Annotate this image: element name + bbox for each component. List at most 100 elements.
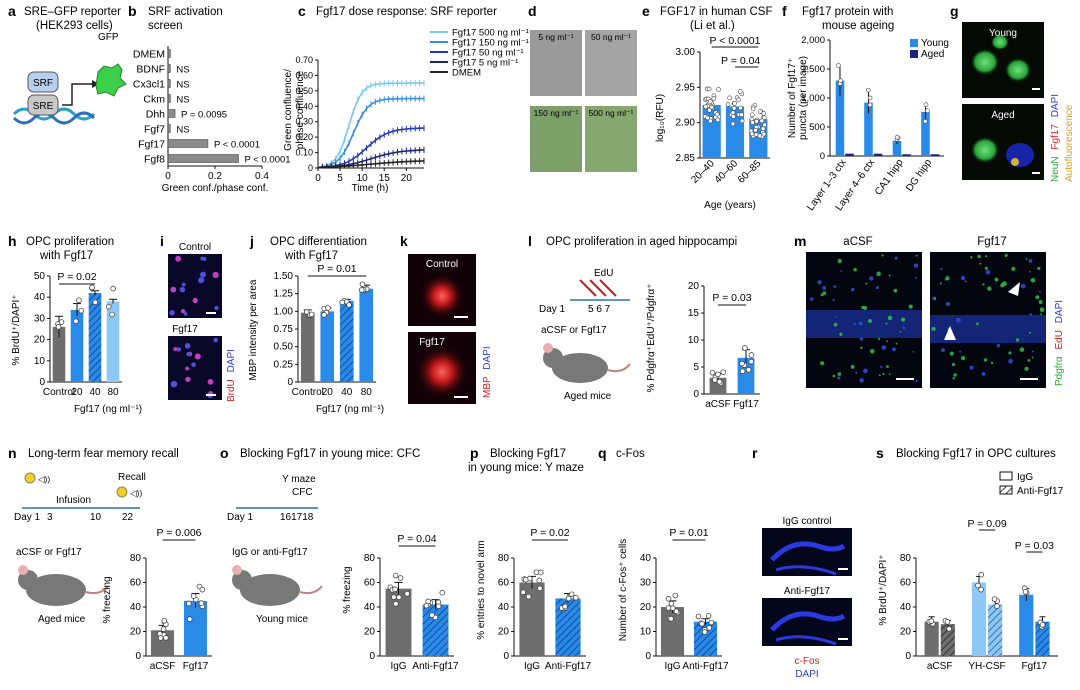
panel-f-ylabel-2: puncta (per image) xyxy=(798,56,809,140)
panel-e: e FGF17 in human CSF (Li et al.) log₁₀(R… xyxy=(642,3,772,211)
bar xyxy=(902,154,911,156)
data-point xyxy=(753,127,758,133)
cell-signal xyxy=(869,276,874,281)
data-point xyxy=(708,619,715,626)
image-d-label-4: 500 ng ml⁻¹ xyxy=(589,108,634,118)
bar xyxy=(167,94,171,103)
data-point xyxy=(392,572,399,579)
x-tick-label: aCSF xyxy=(150,661,176,672)
data-point xyxy=(55,324,62,330)
cell-signal xyxy=(1008,351,1012,355)
cell-signal xyxy=(877,337,881,340)
data-point xyxy=(190,593,197,599)
data-point xyxy=(392,586,398,593)
scale-bar xyxy=(1032,88,1040,90)
cell-signal xyxy=(888,274,891,277)
data-point xyxy=(665,605,672,611)
side-dapi-i: DAPI xyxy=(226,349,237,372)
y-tick-label: 0.20 xyxy=(295,132,313,142)
panel-h-title-2: with Fgf17 xyxy=(39,250,93,262)
bar xyxy=(52,326,66,382)
cell-signal xyxy=(894,256,898,260)
data-point xyxy=(748,352,755,358)
data-point xyxy=(761,111,767,116)
bar xyxy=(660,607,685,656)
panel-l-ylabel: % Pdgfrα⁺EdU⁺/Pdgfrα⁺ xyxy=(646,283,657,392)
cell-signal xyxy=(809,297,814,301)
cell-signal xyxy=(861,305,865,310)
cell-signal xyxy=(953,373,957,377)
cell-signal xyxy=(934,297,937,300)
data-point xyxy=(76,297,82,304)
syringe-icon xyxy=(589,279,607,297)
y-tick-label: 500 xyxy=(809,122,825,133)
x-tick-label: 10 xyxy=(357,173,369,184)
data-point xyxy=(715,117,721,123)
y-tick-label: 2.85 xyxy=(676,153,696,164)
side-auto: Autofluorescence xyxy=(1064,104,1075,182)
bar xyxy=(1019,594,1034,656)
image-i-control xyxy=(168,254,222,318)
p-value: P = 0.02 xyxy=(530,527,569,539)
sre-box xyxy=(27,94,59,116)
data-point xyxy=(393,600,399,607)
data-point xyxy=(978,586,984,593)
data-point xyxy=(186,600,192,607)
p-value: P = 0.03 xyxy=(712,292,751,304)
data-point xyxy=(720,369,727,375)
panel-g: g Young Aged NeuN Fgf17 DAPI Autofluores… xyxy=(950,3,1075,182)
y-tick-label: 40 xyxy=(498,602,510,613)
data-point xyxy=(665,595,672,602)
data-point xyxy=(761,115,767,121)
panel-n-letter: n xyxy=(8,445,17,461)
timeline-o-day1: Day 1 xyxy=(227,512,254,523)
timeline-n-d3: 3 xyxy=(47,512,53,523)
oligodendrocyte-cell xyxy=(416,346,468,398)
data-point xyxy=(727,95,732,101)
y-tick-label: 0 xyxy=(693,389,699,400)
cell-nucleus xyxy=(191,362,196,368)
nucleus-cell xyxy=(1006,143,1034,167)
data-point xyxy=(994,603,1000,609)
cell-signal xyxy=(899,331,902,333)
cell-nucleus xyxy=(181,282,186,287)
x-tick-label: Anti-Fgf17 xyxy=(545,661,592,672)
y-tick-label: 0 xyxy=(135,651,141,662)
data-point xyxy=(109,311,115,318)
data-point xyxy=(89,284,95,291)
data-point xyxy=(199,586,206,593)
cell-signal xyxy=(1002,281,1007,286)
panel-f-title-1: Fgf17 protein with xyxy=(802,6,893,18)
data-point xyxy=(732,101,737,106)
scale-bar xyxy=(1020,378,1038,380)
data-point xyxy=(836,63,841,68)
panel-s-ylabel: % BrdU⁺/DAPI⁺ xyxy=(878,554,889,625)
panel-i-letter: i xyxy=(160,233,164,249)
bar xyxy=(693,621,718,656)
legend-s-igg-swatch xyxy=(999,471,1013,481)
panel-n-ylabel: % freezing xyxy=(102,576,113,623)
data-point xyxy=(1039,622,1046,628)
scale-bar xyxy=(838,568,848,570)
panel-o-title: Blocking Fgf17 in young mice: CFC xyxy=(240,448,420,460)
legend-label: Fgf17 500 ng ml⁻¹ xyxy=(452,28,529,39)
x-tick-label: Control xyxy=(292,387,324,398)
cell-signal xyxy=(833,285,837,288)
y-tick-label: 0 xyxy=(287,377,293,388)
legend-label: Young xyxy=(921,38,949,49)
chart-o: 0 20 40 60 80 IgG Anti-Fgf17 P = 0.04 xyxy=(364,533,459,672)
data-point xyxy=(745,366,752,373)
panel-g-letter: g xyxy=(950,3,959,19)
y-tick-label: 50 xyxy=(34,271,46,282)
cell-signal xyxy=(1039,307,1045,312)
data-point xyxy=(160,626,167,632)
scale-bar xyxy=(206,312,216,314)
y-tick-label: 2,000 xyxy=(801,35,825,46)
bar xyxy=(167,64,171,73)
y-tick-label: 10 xyxy=(688,335,700,346)
data-point xyxy=(701,629,708,635)
data-point xyxy=(739,112,744,117)
